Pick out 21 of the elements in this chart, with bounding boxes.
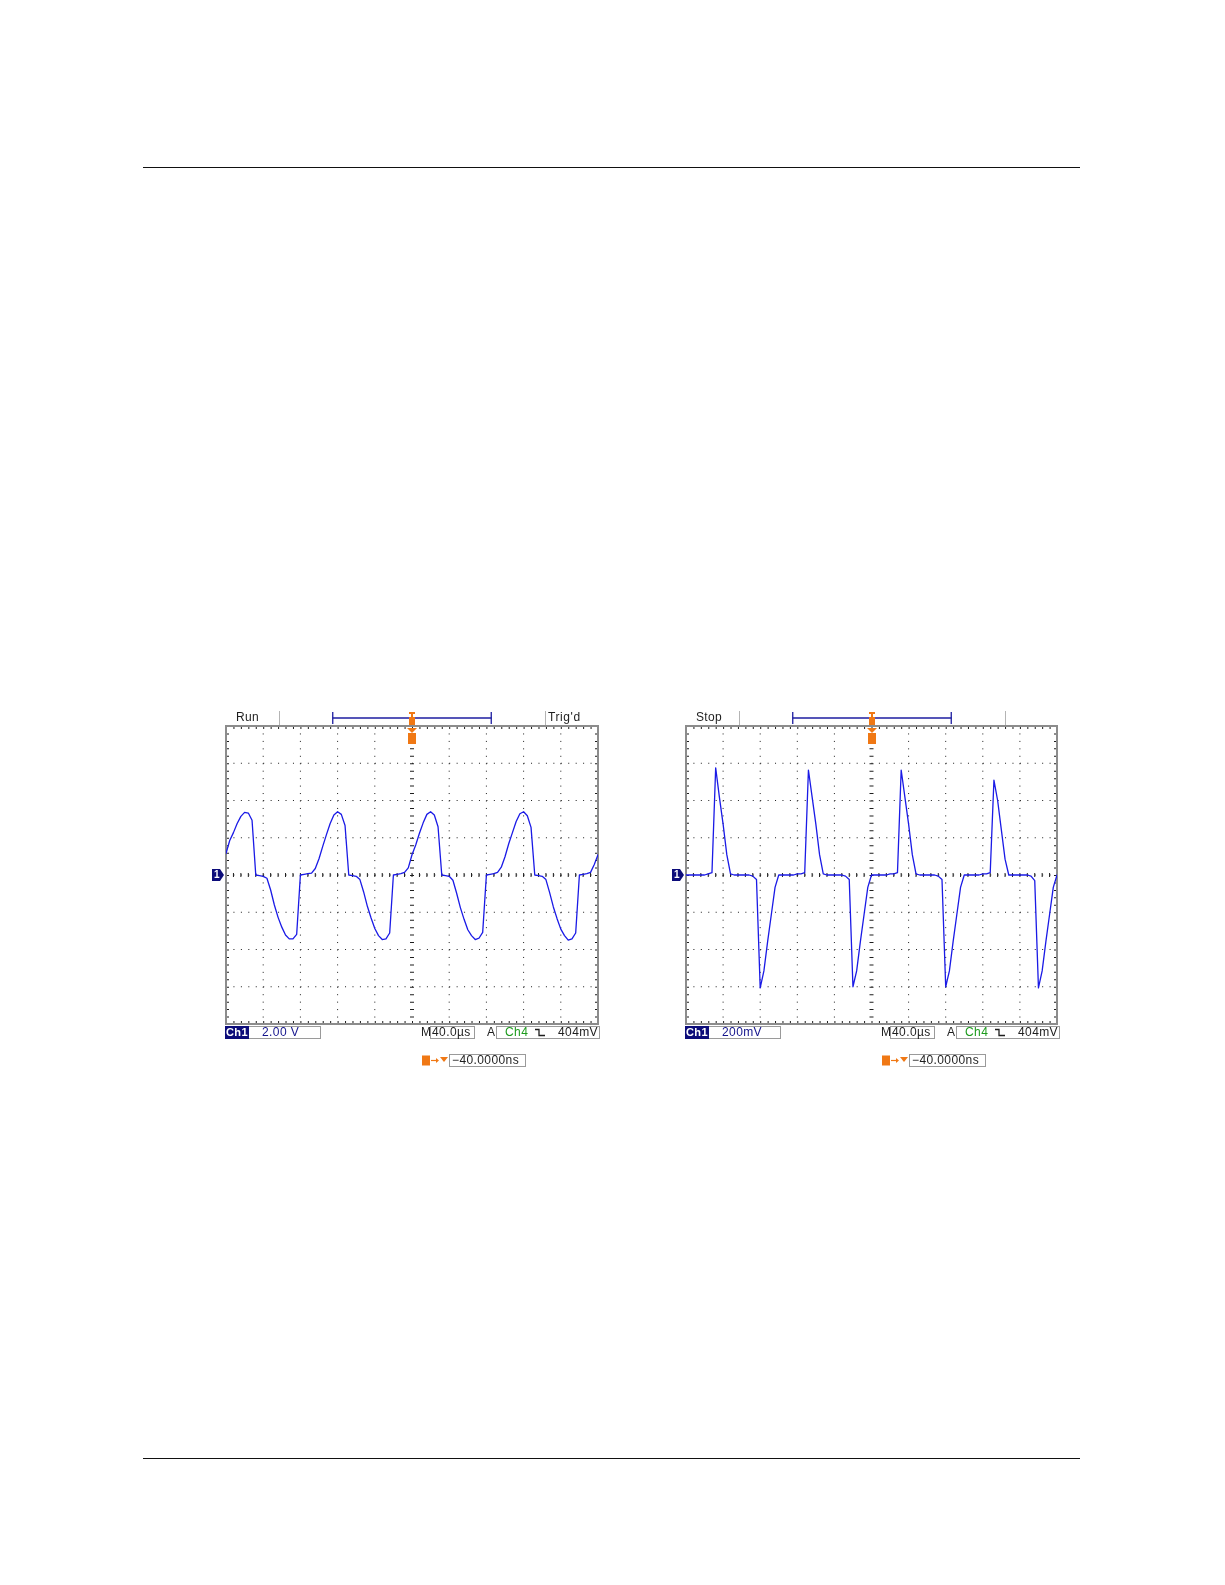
text: 404mV [558,1025,599,1039]
text: M [421,1025,432,1039]
text: 40.0µs [892,1025,931,1039]
text: Ch4 [965,1025,989,1039]
text: 404mV [1018,1025,1059,1039]
text: 200mV [722,1025,763,1039]
text: Ch1 [685,1026,709,1039]
text: 1 [674,869,680,881]
text: −40.0000ns [912,1053,980,1067]
text: 40.0µs [432,1025,471,1039]
text: A [487,1025,496,1039]
text: 2.00 V [262,1025,300,1039]
text: Run [236,710,259,724]
text: Ch1 [225,1026,249,1039]
text: −40.0000ns [452,1053,520,1067]
text: Stop [696,710,722,724]
text: M [881,1025,892,1039]
text: 1 [214,869,220,881]
text: A [947,1025,956,1039]
text: Ch4 [505,1025,529,1039]
text: Trig'd [548,710,581,724]
